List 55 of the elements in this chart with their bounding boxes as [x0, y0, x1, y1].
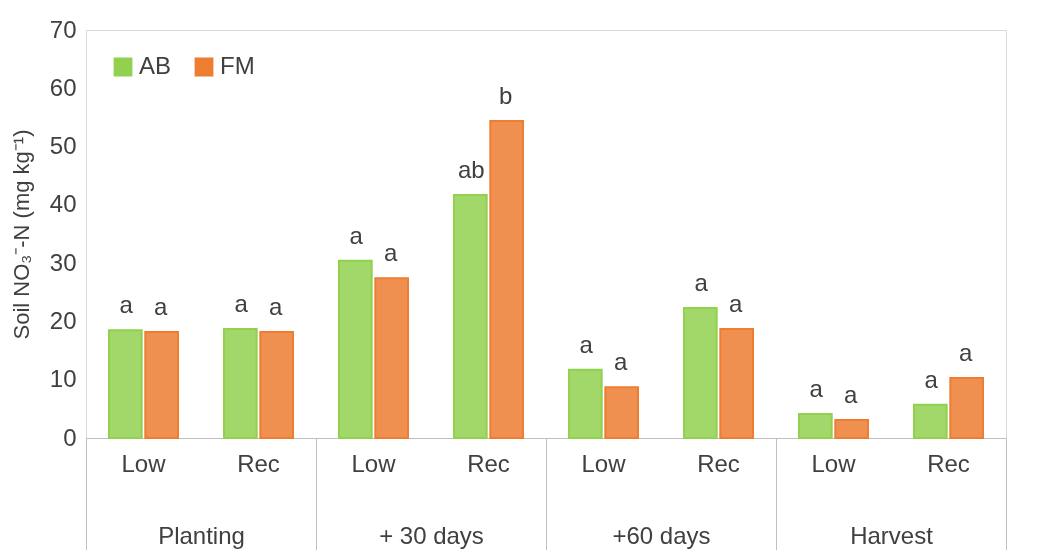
- x-tick-label: Rec: [697, 449, 740, 477]
- y-tick-label: 0: [63, 423, 77, 451]
- bar: [108, 329, 143, 439]
- text: +60 days: [612, 521, 711, 549]
- bar: [374, 277, 409, 439]
- data-label: a: [924, 365, 939, 393]
- bar: [719, 328, 754, 439]
- y-tick-label: 50: [49, 132, 77, 160]
- data-label: a: [234, 290, 249, 318]
- data-label: a: [809, 375, 824, 403]
- x-tick-label: Rec: [927, 449, 970, 477]
- data-label: a: [844, 380, 859, 408]
- bar: [949, 376, 984, 439]
- y-tick-label: 40: [49, 190, 77, 218]
- x-tick-label: Low: [351, 449, 397, 477]
- data-label: a: [959, 338, 974, 366]
- data-label: b: [499, 81, 513, 109]
- y-axis-title: Soil NO₃⁻-N (mg kg⁻¹): [8, 129, 34, 340]
- bar: [604, 386, 639, 439]
- bar: [144, 330, 179, 439]
- x-tick-label: Low: [811, 449, 857, 477]
- text: + 30 days: [379, 521, 484, 549]
- legend-label: FM: [220, 52, 255, 79]
- bar: [453, 193, 488, 439]
- data-label: a: [384, 239, 399, 267]
- data-label: a: [579, 330, 594, 358]
- y-tick-label: 30: [49, 248, 77, 276]
- bar: [259, 330, 294, 439]
- bar: [223, 328, 258, 439]
- text: Planting: [158, 521, 245, 549]
- bar: [834, 418, 869, 439]
- data-label: a: [729, 290, 744, 318]
- data-label: a: [694, 269, 709, 297]
- bar: [683, 307, 718, 439]
- x-tick-label: Low: [581, 449, 627, 477]
- bar: [338, 259, 373, 439]
- legend-label: AB: [139, 52, 172, 79]
- bar: [489, 119, 524, 439]
- x-tick-label: Low: [121, 449, 167, 477]
- data-label: a: [119, 291, 134, 319]
- data-label: a: [349, 221, 364, 249]
- bar: [798, 413, 833, 439]
- x-tick-label: Rec: [467, 449, 510, 477]
- bar: [568, 368, 603, 439]
- data-label: a: [614, 348, 629, 376]
- data-label: ab: [457, 155, 485, 183]
- data-label: a: [154, 292, 169, 320]
- bar: [913, 403, 948, 439]
- y-tick-label: 70: [49, 15, 77, 43]
- y-tick-label: 10: [49, 365, 77, 393]
- y-tick-label: 60: [49, 73, 77, 101]
- data-label: a: [269, 292, 284, 320]
- x-tick-label: Rec: [237, 449, 280, 477]
- y-tick-label: 20: [49, 306, 77, 334]
- text: Harvest: [850, 521, 934, 549]
